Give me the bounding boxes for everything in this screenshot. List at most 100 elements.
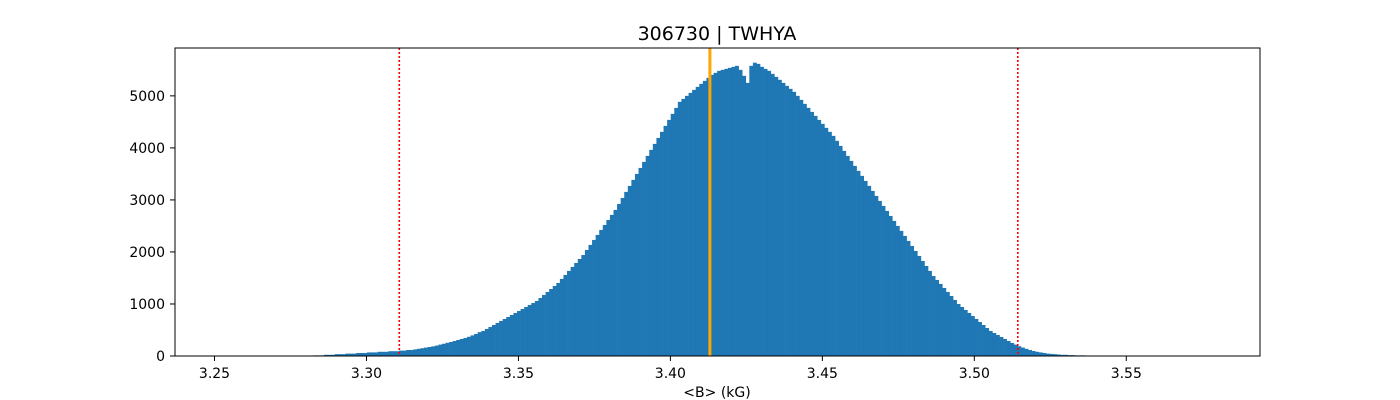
histogram-bar [692, 89, 697, 356]
histogram-bar [995, 334, 1000, 356]
histogram-bar [424, 347, 428, 356]
histogram-bar [609, 214, 614, 356]
histogram-bar [899, 230, 904, 356]
histogram-bar [756, 63, 761, 356]
histogram-bar [702, 80, 707, 357]
histogram-bar [324, 354, 328, 356]
histogram-bar [999, 337, 1004, 356]
histogram-bar [842, 150, 847, 356]
histogram-bar [795, 95, 800, 356]
histogram-bar [688, 92, 693, 357]
histogram-bar [506, 316, 511, 356]
y-tick-label: 0 [156, 349, 165, 365]
histogram-bar [963, 309, 968, 356]
histogram-bar [817, 119, 822, 356]
histogram-bar [452, 341, 457, 356]
histogram-bar [945, 291, 950, 356]
histogram-bar [806, 107, 811, 356]
histogram-bar [931, 275, 936, 356]
histogram-bar [484, 328, 489, 356]
histogram-bar [620, 197, 625, 356]
histogram-bar [441, 343, 446, 356]
histogram-bar [645, 155, 650, 356]
histogram-bar [885, 210, 890, 356]
histogram-bar [742, 75, 747, 356]
histogram-bar [588, 244, 593, 356]
histogram-bar [402, 350, 407, 356]
histogram-bar [710, 74, 714, 356]
reference-lines [398, 48, 1019, 356]
histogram-bar [495, 322, 500, 356]
histogram-bar [935, 279, 940, 356]
histogram-bar [581, 254, 586, 356]
histogram-bar [438, 344, 443, 356]
histogram-bar [567, 270, 571, 356]
histogram-bar [1049, 353, 1054, 356]
histogram-bar [527, 304, 532, 356]
histogram-bar [434, 345, 439, 356]
histogram-bar [499, 320, 504, 356]
histogram-bar [845, 155, 850, 356]
histogram-bar [920, 260, 925, 356]
x-tick-label: 3.30 [351, 366, 382, 382]
histogram-bar [877, 200, 882, 356]
histogram-bar [395, 351, 400, 356]
histogram-bar [910, 245, 915, 356]
histogram-bar [824, 127, 829, 357]
y-tick-label: 1000 [129, 297, 165, 313]
histogram-bar [831, 135, 836, 356]
histogram-bar [445, 342, 450, 356]
histogram-bar [1038, 352, 1043, 356]
histogram-bar [699, 83, 704, 356]
histogram-bar [960, 306, 965, 356]
histogram-bar [827, 131, 832, 356]
histogram-bar [1024, 348, 1029, 356]
histogram-bar [349, 353, 353, 356]
histogram-bar [860, 175, 864, 356]
histogram-bar [520, 308, 525, 356]
histogram-bar [449, 342, 453, 356]
histogram-bar [652, 143, 657, 356]
histogram-bar [974, 318, 979, 356]
histogram-bar [592, 239, 596, 356]
histogram-bar [374, 352, 378, 356]
histogram-bar [474, 333, 478, 356]
histogram-bar [356, 352, 361, 356]
histogram-bar [713, 72, 718, 356]
histogram-bar [613, 209, 618, 356]
histogram-bar [988, 330, 993, 356]
histogram-bar [352, 353, 357, 356]
histogram-bar [992, 333, 997, 356]
y-tick-label: 4000 [129, 141, 165, 157]
histogram-bar [881, 205, 886, 356]
y-tick-label: 2000 [129, 245, 165, 261]
histogram-bar [788, 88, 793, 356]
histogram-bar [967, 312, 972, 356]
histogram-bar [517, 310, 521, 356]
histogram-bar [924, 265, 929, 356]
histogram-bar [820, 123, 825, 356]
histogram-bar [970, 315, 975, 356]
histogram-bar [638, 167, 643, 356]
histogram-bar [634, 173, 639, 356]
histogram-bar [852, 165, 857, 356]
histogram-bar [667, 119, 671, 356]
histogram-bar [942, 287, 947, 356]
histogram-bar [727, 67, 732, 356]
histogram-bar [767, 70, 772, 356]
histogram-bar [574, 262, 579, 356]
x-axis-label: <B> (kG) [683, 385, 750, 400]
histogram-bar [785, 85, 789, 357]
histogram-bar [777, 79, 782, 356]
histogram-bar [752, 62, 757, 356]
histogram-bar [534, 300, 539, 356]
histogram-bar [413, 349, 418, 356]
histogram-bar [513, 312, 518, 356]
histogram-bar [459, 338, 464, 356]
histogram-bar [1035, 351, 1040, 356]
histogram-bar [642, 161, 646, 356]
histogram-bar [781, 82, 786, 357]
histogram-bar [366, 352, 371, 356]
histogram-bar [981, 324, 986, 356]
x-tick-label: 3.45 [807, 366, 838, 382]
